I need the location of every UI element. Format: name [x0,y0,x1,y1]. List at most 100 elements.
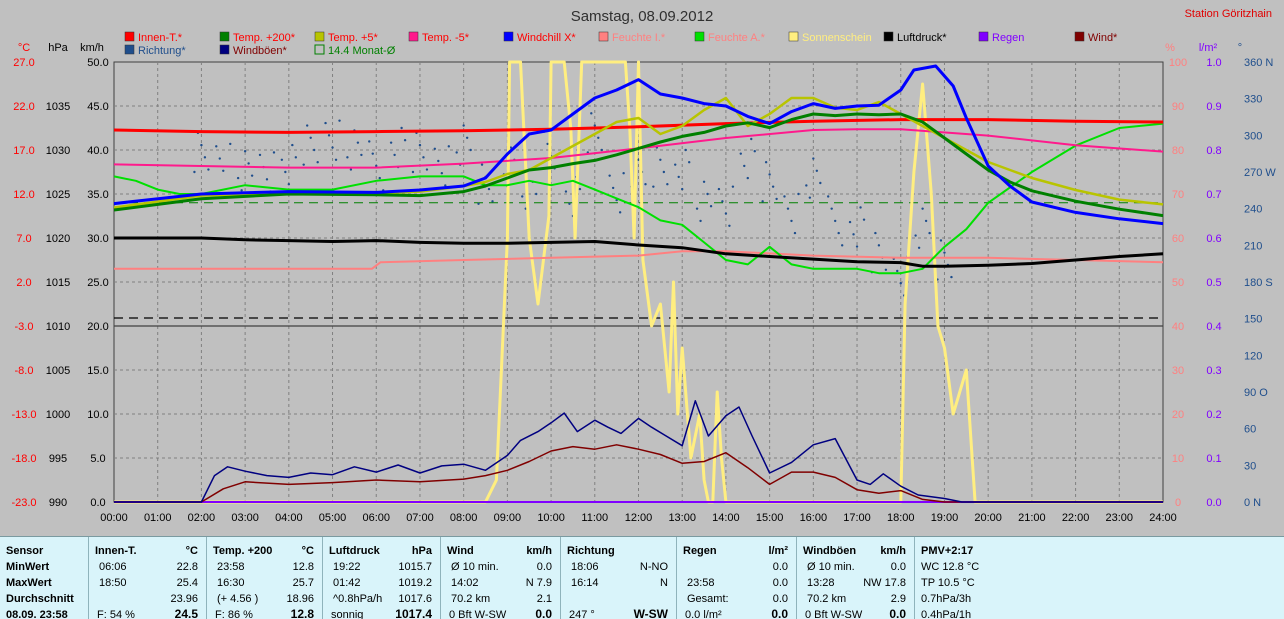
direction-point [884,268,888,271]
stats-unit: km/h [526,545,552,557]
stats-value: 25.7 [292,577,314,589]
stats-column: Windböen km/h Ø 10 min. 0.0 13:28 NW 17.8 70.2… [796,537,914,619]
direction-point [302,163,305,166]
direction-point [312,148,316,152]
series-innen-t [113,118,1164,134]
legend-label: Innen-T.* [138,32,183,44]
pct-tick: 70 [1172,189,1184,201]
stats-current-label: F: 54 % [97,609,135,619]
series-windchill-x [113,64,1164,226]
direction-point [564,190,568,193]
legend-label: Luftdruck* [897,32,947,44]
time-tick: 13:00 [668,512,696,524]
direction-point [721,200,724,203]
direction-point [826,195,830,198]
stats-current-label: 247 ° [569,609,595,619]
direction-point [360,153,363,157]
dir-tick: 270 W [1244,167,1276,179]
pct-tick: 40 [1172,321,1184,333]
hpa-tick: 1010 [46,321,70,333]
lm2-tick: 0.4 [1206,321,1221,333]
direction-point [637,158,640,161]
kmh-tick: 50.0 [87,57,108,69]
direction-point [487,187,491,191]
series-sonnenschein [114,60,1163,504]
direction-point [294,156,298,159]
direction-point [684,148,687,152]
degc-tick: 17.0 [13,145,34,157]
stats-column: Richtung 18:06 N-NO 16:14 N 247 ° W-SW [560,537,676,619]
time-tick: 16:00 [800,512,828,524]
direction-point [327,134,331,137]
direction-point [215,145,218,148]
stats-column: Innen-T. °C 06:06 22.8 18:50 25.4 23.96 F: 54 %… [88,537,206,619]
lm2-tick: 0.9 [1206,101,1221,113]
direction-point [568,202,571,205]
direction-point [378,176,381,180]
stats-header: Temp. +200 [213,545,273,557]
direction-point [393,153,396,157]
station-name: Station Göritzhain [1185,8,1272,20]
direction-point [830,207,833,210]
stats-value: 1017.6 [398,593,432,605]
direction-point [258,153,262,157]
stats-value: NW 17.8 [863,577,906,589]
pct-tick: 100 [1169,57,1187,69]
direction-point [702,180,706,183]
dir-axis-unit: ° [1238,42,1242,54]
stats-time: 16:30 [217,577,245,589]
stats-value: 22.8 [176,561,198,573]
direction-point [659,158,662,161]
dir-tick: 120 [1244,350,1262,362]
pct-tick: 50 [1172,277,1184,289]
direction-point [644,183,647,186]
kmh-tick: 25.0 [87,277,108,289]
degc-axis-unit: °C [18,42,30,54]
time-tick: 18:00 [887,512,915,524]
stats-current-value: 1017.4 [395,607,432,619]
stats-time: 18:50 [99,577,127,589]
dir-tick: 300 [1244,130,1262,142]
direction-point [593,124,596,127]
stats-row-label: MaxWert [6,577,52,589]
direction-point [597,136,600,139]
time-tick: 08:00 [450,512,478,524]
legend-label: Feuchte I.* [612,32,666,44]
stats-current-time: 08.09. 23:58 [6,609,68,619]
direction-point [812,157,815,160]
direction-point [815,169,819,172]
direction-point [805,184,808,187]
stats-value: N-NO [639,561,668,573]
stats-current-value: 0.0 [535,607,552,619]
kmh-tick: 40.0 [87,145,108,157]
lm2-tick: 1.0 [1206,57,1221,69]
legend-label: Windchill X* [517,32,576,44]
direction-point [371,152,374,155]
direction-point [681,187,684,191]
stats-time: 23:58 [687,577,715,589]
stats-header: Windböen [803,545,857,557]
legend-label: Temp. -5* [422,32,470,44]
direction-point [950,275,953,279]
direction-point [699,219,702,223]
stats-time: Ø 10 min. [807,561,855,573]
time-tick: 06:00 [362,512,390,524]
direction-point [250,174,254,177]
direction-point [403,139,407,142]
direction-point [240,189,243,192]
stats-value: 0.0 [772,593,788,605]
dir-tick: 0 N [1244,497,1261,509]
legend-swatch [124,44,135,55]
direction-point [590,112,593,115]
direction-point [334,158,338,161]
direction-point [422,156,425,159]
degc-tick: 7.0 [16,233,31,245]
legend-swatch [1074,31,1085,42]
direction-point [833,219,837,223]
direction-point [750,137,753,141]
direction-point [600,148,603,152]
stats-time: 06:06 [99,561,127,573]
direction-point [848,220,852,224]
direction-point [771,185,775,188]
direction-point [899,282,902,285]
